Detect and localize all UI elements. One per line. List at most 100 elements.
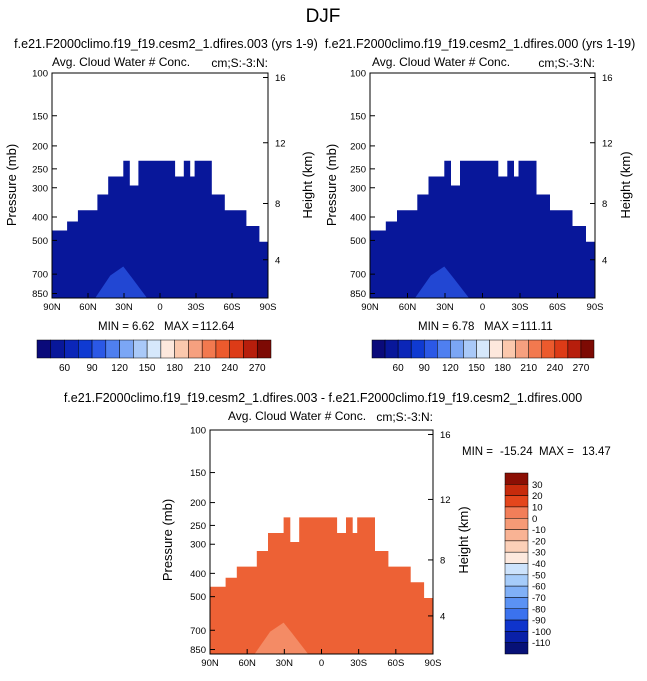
x-tick-label: 0 (157, 302, 162, 313)
height-tick-label: 16 (440, 430, 451, 441)
panel-diff-left-label: Avg. Cloud Water # Conc. (228, 409, 366, 423)
colorbar-label: -20 (532, 536, 546, 547)
y-tick-label: 250 (190, 521, 206, 532)
panel-2-ylabel: Pressure (mb) (324, 144, 339, 226)
colorbar-box (50, 339, 65, 359)
colorbar-label: 90 (419, 363, 431, 374)
x-tick-label: 60N (399, 302, 417, 313)
x-tick-label: 30S (188, 302, 205, 313)
x-tick-label: 60S (549, 302, 566, 313)
y-tick-label: 500 (32, 236, 48, 247)
panel-1-max-label: MAX = (164, 321, 199, 333)
x-tick-label: 60S (387, 658, 404, 669)
x-tick-label: 0 (319, 658, 324, 669)
colorbar-label: -70 (532, 593, 546, 604)
colorbar-box (504, 484, 529, 496)
y-tick-label: 100 (32, 69, 48, 80)
x-tick-label: 60N (79, 302, 97, 313)
x-tick-label: 30N (276, 658, 294, 669)
height-tick-label: 16 (275, 73, 286, 84)
x-tick-label: 30N (436, 302, 454, 313)
colorbar-box (423, 339, 438, 359)
colorbar-label: -100 (532, 627, 551, 638)
panel-2-right-label: cm;S:-3:N: (538, 56, 595, 70)
panel-diff-axes: 90N 60N 30N 0 30S 60S 90S 100 150 200 250 300 400 500… (190, 426, 450, 670)
colorbar-box (243, 339, 258, 359)
colorbar-label: 20 (532, 491, 543, 502)
colorbar-label: 210 (194, 363, 211, 374)
colorbar-label: -30 (532, 548, 546, 559)
colorbar-box (504, 585, 529, 598)
x-tick-label: 30S (512, 302, 529, 313)
colorbar-box (504, 574, 529, 587)
colorbar-label: 10 (532, 502, 543, 513)
panel-2-min-label: MIN = (418, 321, 449, 333)
colorbar-box (215, 339, 230, 359)
colorbar-box (450, 339, 464, 359)
colorbar-label: 240 (221, 363, 238, 374)
y-tick-label: 300 (190, 540, 206, 551)
colorbar-box (410, 339, 425, 359)
y-tick-label: 850 (350, 289, 366, 300)
panel-2-axes: 90N 60N 30N 0 30S 60S 90S 100 150 200 250 300 400 500… (350, 69, 612, 314)
panel-diff-ylabel-right: Height (km) (456, 506, 471, 573)
y-tick-label: 150 (190, 468, 206, 479)
panel-1-left-label: Avg. Cloud Water # Conc. (52, 55, 190, 69)
colorbar-box (504, 619, 529, 632)
colorbar-box (504, 518, 529, 530)
x-tick-label: 30N (115, 302, 133, 313)
y-tick-label: 150 (32, 111, 48, 122)
height-tick-label: 16 (602, 73, 613, 84)
colorbar-box (504, 506, 529, 519)
colorbar-box (64, 339, 79, 359)
colorbar-box (160, 339, 175, 359)
figure-title: DJF (306, 6, 341, 27)
y-tick-label: 400 (190, 569, 206, 580)
field-region (52, 160, 268, 298)
colorbar-box (105, 339, 120, 359)
y-tick-label: 700 (350, 270, 366, 281)
panel-2-max-label: MAX = (484, 321, 519, 333)
colorbar-label: 180 (494, 363, 511, 374)
colorbar-box (119, 339, 134, 359)
colorbar-box (397, 339, 412, 359)
field-maximum-region (95, 266, 147, 298)
x-tick-label: 90S (425, 658, 442, 669)
x-tick-label: 90N (361, 302, 379, 313)
panel-diff: f.e21.F2000climo.f19_f19.cesm2_1.dfires.… (64, 391, 611, 669)
colorbar-box (580, 339, 595, 359)
y-tick-label: 500 (350, 236, 366, 247)
colorbar-label: 150 (139, 363, 156, 374)
panel-diff-right-label: cm;S:-3:N: (376, 410, 433, 424)
colorbar-box (504, 597, 529, 609)
colorbar-label: 240 (546, 363, 563, 374)
colorbar-label: 270 (249, 363, 266, 374)
colorbar-label: -110 (532, 638, 550, 649)
panel-2-min-value: 6.78 (452, 321, 474, 333)
colorbar-box (528, 339, 543, 359)
height-tick-label: 8 (275, 199, 280, 210)
y-tick-label: 400 (350, 213, 366, 224)
height-tick-label: 12 (275, 138, 286, 149)
panel-1-axes: 90N 60N 30N 0 30S 60S 90S 100 150 200 250 300 400 500… (32, 69, 285, 314)
colorbar-label: -50 (532, 570, 546, 581)
colorbar-box (502, 339, 516, 359)
panel-diff-ylabel: Pressure (mb) (160, 499, 175, 581)
panel-diff-min-label: MIN = (462, 446, 493, 458)
panel-1-field (52, 160, 268, 298)
colorbar-box (371, 339, 386, 359)
colorbar-box (541, 339, 556, 359)
y-tick-label: 700 (190, 626, 206, 637)
y-tick-label: 250 (32, 164, 48, 175)
panel-1: f.e21.F2000climo.f19_f19.cesm2_1.dfires.… (4, 37, 318, 374)
colorbar-label: 150 (468, 363, 485, 374)
y-tick-label: 300 (350, 183, 366, 194)
x-tick-label: 90N (201, 658, 219, 669)
y-tick-label: 700 (32, 270, 48, 281)
x-tick-label: 90N (43, 302, 61, 313)
y-tick-label: 200 (190, 498, 206, 509)
colorbar-box (504, 540, 529, 553)
colorbar-box (476, 339, 490, 359)
colorbar-box (229, 339, 244, 359)
y-tick-label: 300 (32, 183, 48, 194)
